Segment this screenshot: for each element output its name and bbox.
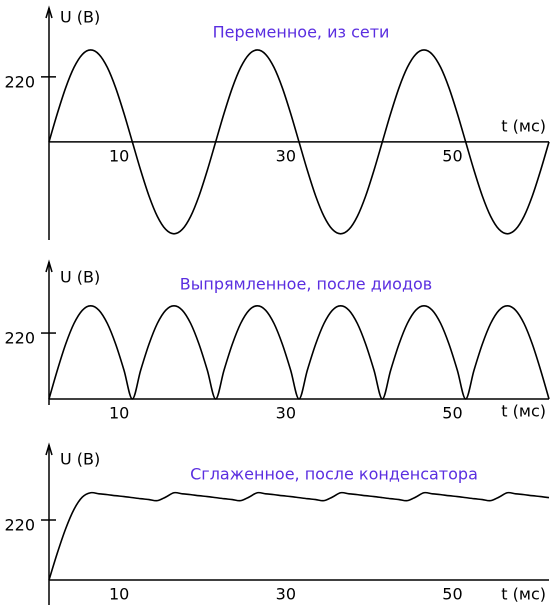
x-tick-label: 30: [276, 585, 296, 604]
x-axis-label: t (мс): [501, 585, 546, 604]
y-axis-arrow: [45, 259, 53, 273]
y-axis-arrow: [45, 5, 53, 19]
chart-title: Переменное, из сети: [213, 23, 390, 42]
x-tick-label: 10: [109, 147, 129, 166]
y-axis-arrow: [45, 442, 53, 456]
y-tick-label: 220: [4, 516, 35, 535]
signal-line: [48, 304, 550, 400]
y-tick-label: 220: [4, 72, 35, 91]
x-tick-label: 10: [109, 404, 129, 423]
y-axis-label: U (В): [60, 268, 100, 287]
y-tick-label: 220: [4, 329, 35, 348]
y-axis-label: U (В): [60, 450, 100, 469]
x-axis-label: t (мс): [501, 117, 546, 136]
x-tick-label: 50: [442, 404, 462, 423]
x-tick-label: 50: [442, 585, 462, 604]
signal-line: [48, 49, 550, 235]
x-tick-label: 30: [276, 147, 296, 166]
chart-title: Сглаженное, после конденсатора: [190, 465, 478, 484]
x-tick-label: 30: [276, 404, 296, 423]
chart-title: Выпрямленное, после диодов: [180, 275, 432, 294]
signal-line: [48, 491, 550, 581]
y-axis-label: U (В): [60, 8, 100, 27]
x-tick-label: 10: [109, 585, 129, 604]
x-tick-label: 50: [442, 147, 462, 166]
x-axis-label: t (мс): [501, 402, 546, 421]
